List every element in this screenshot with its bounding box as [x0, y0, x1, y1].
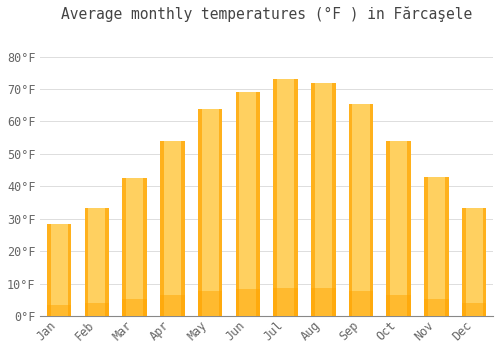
Bar [47, 224, 50, 316]
Bar [424, 176, 428, 316]
Bar [386, 140, 390, 316]
Bar [84, 303, 109, 316]
Bar [236, 92, 260, 316]
Bar [106, 208, 109, 316]
Bar [445, 176, 448, 316]
Bar [236, 92, 239, 316]
Bar [236, 289, 260, 316]
Bar [160, 141, 164, 316]
Bar [274, 79, 277, 316]
Bar [198, 109, 222, 316]
Bar [386, 140, 411, 316]
Bar [160, 295, 184, 316]
Bar [160, 141, 184, 316]
Bar [311, 83, 336, 316]
Bar [256, 92, 260, 316]
Bar [370, 104, 374, 316]
Bar [294, 79, 298, 316]
Bar [424, 299, 448, 316]
Bar [311, 288, 336, 316]
Bar [122, 178, 147, 316]
Bar [386, 295, 411, 316]
Bar [462, 208, 486, 316]
Bar [311, 83, 314, 316]
Bar [274, 79, 298, 316]
Bar [84, 208, 88, 316]
Bar [462, 208, 466, 316]
Bar [181, 141, 184, 316]
Bar [47, 305, 72, 316]
Bar [462, 303, 486, 316]
Bar [198, 109, 202, 316]
Bar [424, 176, 448, 316]
Bar [408, 140, 411, 316]
Bar [198, 291, 222, 316]
Bar [274, 288, 298, 316]
Title: Average monthly temperatures (°F ) in Fărcaşele: Average monthly temperatures (°F ) in Fă… [61, 7, 472, 22]
Bar [47, 224, 72, 316]
Bar [68, 224, 71, 316]
Bar [122, 178, 126, 316]
Bar [332, 83, 336, 316]
Bar [84, 208, 109, 316]
Bar [348, 290, 374, 316]
Bar [348, 104, 352, 316]
Bar [143, 178, 147, 316]
Bar [483, 208, 486, 316]
Bar [218, 109, 222, 316]
Bar [122, 300, 147, 316]
Bar [348, 104, 374, 316]
